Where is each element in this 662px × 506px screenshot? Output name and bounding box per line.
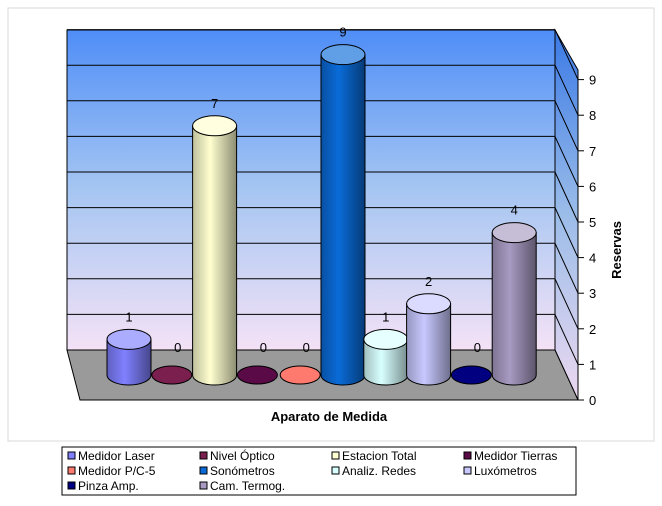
bar [320,44,366,386]
data-labels: 1 0 7 0 0 9 1 2 0 4 [125,25,517,355]
legend-swatch [463,451,472,460]
bar [491,222,537,386]
bar [106,328,152,386]
legend-label: Medidor Laser [78,449,155,463]
data-label: 4 [511,203,518,218]
legend: Medidor Laser Nivel Óptico Estacion Total M… [67,448,557,493]
bar-top [363,328,409,350]
bars [106,44,537,386]
bar-base [279,365,321,385]
legend-label: Nivel Óptico [210,448,275,463]
bar-body [192,125,238,386]
legend-label: Sonómetros [210,464,275,478]
legend-label: Medidor P/C-5 [78,464,156,478]
y-axis-title: Reservas [609,221,624,279]
bar [236,365,278,385]
gridline-side [554,136,579,187]
legend-item: Medidor P/C-5 [67,464,156,478]
legend-label: Cam. Termog. [210,479,285,493]
bar [363,328,409,386]
y-tick-label: 6 [589,179,596,194]
bar-base [151,365,193,385]
y-tick-label: 4 [589,251,596,266]
legend-item: Luxómetros [463,464,537,478]
legend-label: Medidor Tierras [474,449,557,463]
legend-box [61,446,577,496]
gridline-side [554,64,579,116]
y-tick-label: 7 [589,144,596,159]
bar-top [192,115,238,137]
gridline-side [554,278,579,330]
data-label: 0 [303,340,310,355]
bar-body [320,54,366,386]
bar-top [491,222,537,244]
legend-item: Estacion Total [331,449,417,463]
gridline-side [554,100,579,152]
legend-item: Pinza Amp. [67,479,139,493]
y-tick-label: 5 [589,215,596,230]
y-tick-label: 1 [589,357,596,372]
data-label: 9 [339,25,346,40]
data-label: 7 [211,96,218,111]
legend-label: Luxómetros [474,464,537,478]
legend-label: Estacion Total [342,449,417,463]
y-tick-label: 0 [589,393,596,408]
bar-body [106,338,152,386]
gridline-side [554,207,579,258]
bar [192,115,238,386]
y-tick-label: 8 [589,108,596,123]
y-axis-ticks: 0 1 2 3 4 5 6 7 8 9 [578,73,596,408]
data-label: 0 [474,340,481,355]
legend-item: Sonómetros [199,464,275,478]
data-label: 1 [382,309,389,324]
gridline-side [554,171,579,223]
back-wall [66,29,556,351]
bar-body [491,232,537,386]
gridline-side [554,314,579,365]
legend-item: Nivel Óptico [199,448,275,463]
bar [450,365,492,385]
bar-top [406,293,452,315]
legend-swatch [331,451,340,460]
gridline-side [554,29,579,80]
y-tick-label: 9 [589,73,596,88]
x-axis-title: Aparato de Medida [271,409,388,424]
bar-base [450,365,492,385]
data-label: 2 [425,274,432,289]
legend-label: Pinza Amp. [78,479,139,493]
legend-swatch [199,481,208,490]
legend-swatch [199,451,208,460]
legend-item: Cam. Termog. [199,479,285,493]
legend-swatch [463,466,472,475]
bar-base [236,365,278,385]
bar [151,365,193,385]
data-label: 0 [260,340,267,355]
bar [279,365,321,385]
data-label: 1 [125,309,132,324]
gridlines [67,29,579,365]
legend-item: Analiz. Redes [331,464,416,478]
legend-swatch [199,466,208,475]
y-tick-label: 2 [589,322,596,337]
gridline-side [554,242,579,294]
legend-swatch [331,466,340,475]
bar [406,293,452,386]
legend-swatch [67,451,76,460]
legend-swatch [67,481,76,490]
bar-body [406,303,452,386]
data-label: 0 [174,340,181,355]
legend-item: Medidor Laser [67,449,155,463]
legend-item: Medidor Tierras [463,449,557,463]
y-tick-label: 3 [589,286,596,301]
legend-swatch [67,466,76,475]
legend-label: Analiz. Redes [342,464,416,478]
bar-top [320,44,366,66]
bar-top [106,328,152,350]
